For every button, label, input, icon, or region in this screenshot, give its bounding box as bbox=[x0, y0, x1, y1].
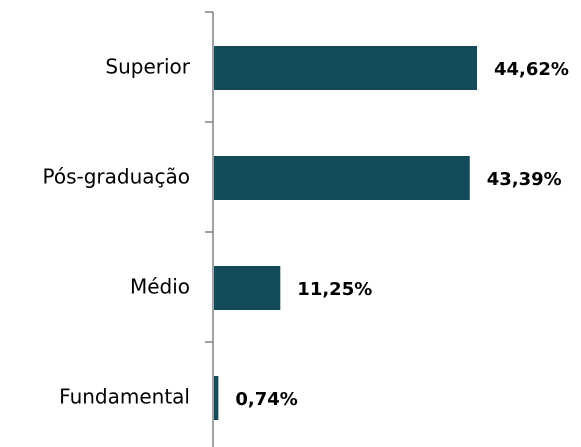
bar bbox=[214, 266, 281, 310]
value-label: 44,62% bbox=[494, 59, 569, 80]
value-label: 11,25% bbox=[297, 279, 372, 300]
bar bbox=[214, 376, 219, 420]
value-label: 43,39% bbox=[487, 169, 562, 190]
category-label: Médio bbox=[130, 275, 190, 299]
category-label: Superior bbox=[105, 55, 190, 79]
bar bbox=[214, 46, 477, 90]
category-label: Fundamental bbox=[59, 385, 190, 409]
bar bbox=[214, 156, 470, 200]
category-label: Pós-graduação bbox=[42, 165, 190, 189]
value-label: 0,74% bbox=[235, 389, 297, 410]
